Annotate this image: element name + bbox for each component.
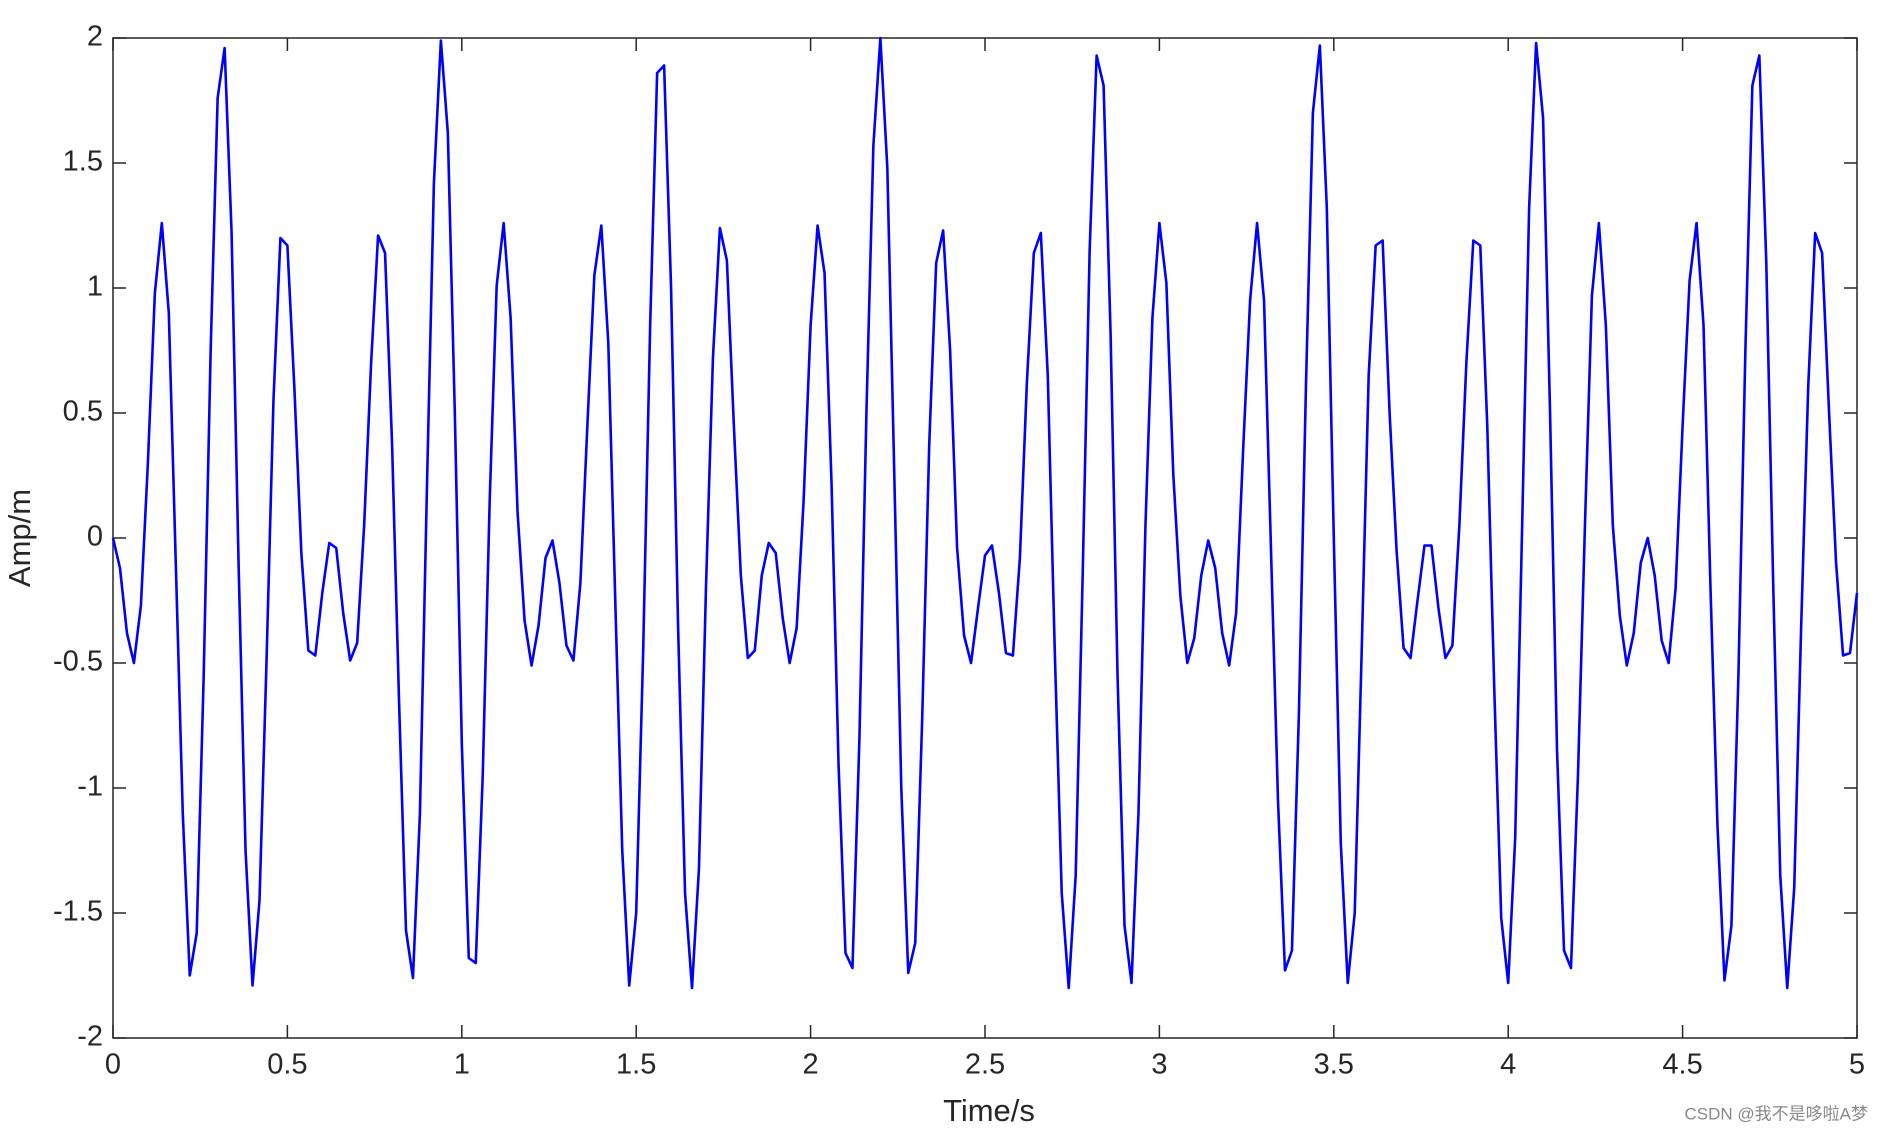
y-tick-label: 0.5 [63,396,103,428]
line-series [111,36,1859,990]
y-tick-label: 1.5 [63,146,103,178]
x-tick-label: 2.5 [965,1049,1005,1081]
y-axis-label: Amp/m [2,489,37,587]
y-tick-label: 0 [87,521,103,553]
x-tick-label: 5 [1849,1049,1865,1081]
y-tick-label: 1 [87,271,103,303]
x-tick-label: 1.5 [616,1049,656,1081]
y-tick-label: -1 [77,771,103,803]
x-tick-label: 4 [1500,1049,1516,1081]
y-tick-label: -2 [77,1021,103,1053]
x-tick-label: 0.5 [267,1049,307,1081]
y-tick-label: 2 [87,21,103,53]
y-tick-label: -1.5 [53,896,103,928]
x-tick-label: 3.5 [1314,1049,1354,1081]
x-tick-label: 4.5 [1662,1049,1702,1081]
watermark: CSDN @我不是哆啦A梦 [1685,1104,1869,1123]
plot-box [112,37,1858,1039]
y-tick-label: -0.5 [53,646,103,678]
x-axis-label: Time/s [943,1093,1035,1128]
x-tick-label: 1 [454,1049,470,1081]
x-tick-label: 0 [105,1049,121,1081]
x-tick-label: 2 [803,1049,819,1081]
x-tick-label: 3 [1151,1049,1167,1081]
